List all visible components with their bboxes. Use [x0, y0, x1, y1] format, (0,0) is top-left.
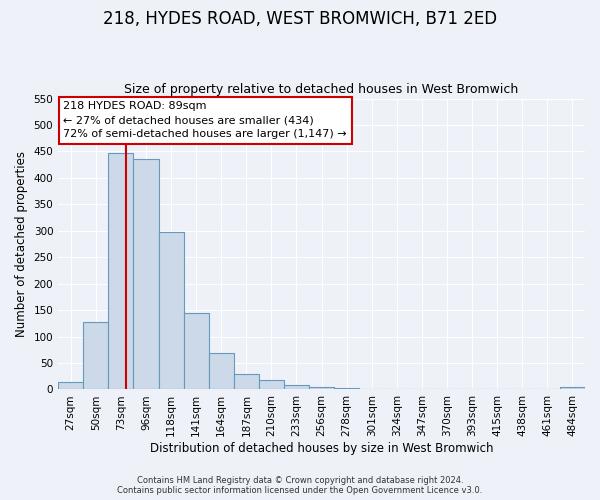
Bar [158, 232, 184, 390]
Bar [259, 380, 284, 390]
Bar [109, 152, 133, 390]
Title: Size of property relative to detached houses in West Bromwich: Size of property relative to detached ho… [124, 83, 519, 96]
Bar [309, 387, 334, 390]
Bar [133, 160, 158, 390]
Bar [234, 374, 259, 390]
Bar [334, 388, 359, 390]
Bar [83, 322, 109, 390]
Text: 218, HYDES ROAD, WEST BROMWICH, B71 2ED: 218, HYDES ROAD, WEST BROMWICH, B71 2ED [103, 10, 497, 28]
Bar [560, 387, 585, 390]
Bar [359, 389, 385, 390]
Text: 218 HYDES ROAD: 89sqm
← 27% of detached houses are smaller (434)
72% of semi-det: 218 HYDES ROAD: 89sqm ← 27% of detached … [64, 102, 347, 140]
Text: Contains HM Land Registry data © Crown copyright and database right 2024.
Contai: Contains HM Land Registry data © Crown c… [118, 476, 482, 495]
Bar [184, 313, 209, 390]
Bar [284, 384, 309, 390]
Bar [58, 382, 83, 390]
X-axis label: Distribution of detached houses by size in West Bromwich: Distribution of detached houses by size … [150, 442, 493, 455]
Y-axis label: Number of detached properties: Number of detached properties [15, 151, 28, 337]
Bar [209, 354, 234, 390]
